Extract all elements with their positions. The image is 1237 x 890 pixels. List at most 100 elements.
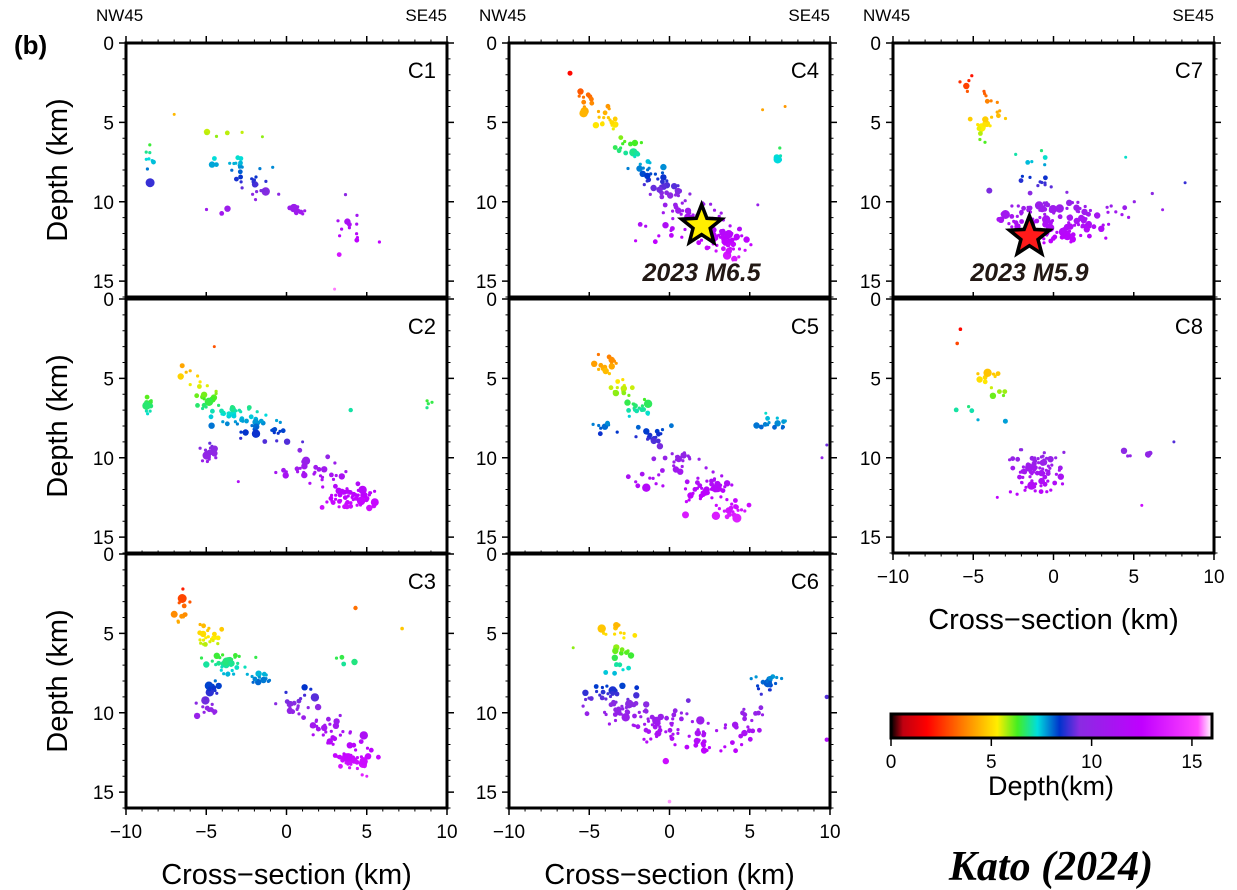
hypocenter-point xyxy=(1046,479,1050,483)
y-tick-label: 10 xyxy=(476,449,497,470)
hypocenter-point xyxy=(624,709,630,714)
hypocenter-point xyxy=(1002,418,1008,424)
hypocenter-point xyxy=(608,363,615,370)
hypocenter-point xyxy=(683,227,687,232)
hypocenter-point xyxy=(984,94,988,98)
hypocenter-point xyxy=(723,726,727,730)
hypocenter-point xyxy=(634,480,638,484)
hypocenter-point xyxy=(681,209,685,213)
hypocenter-point xyxy=(621,713,630,722)
hypocenter-point xyxy=(825,443,829,447)
hypocenter-point xyxy=(606,692,610,696)
hypocenter-point xyxy=(955,341,959,346)
plot-area xyxy=(893,299,1214,553)
hypocenter-point xyxy=(311,733,315,737)
hypocenter-point xyxy=(970,74,974,78)
hypocenter-point xyxy=(626,166,630,171)
hypocenter-point xyxy=(1043,163,1047,167)
hypocenter-point xyxy=(338,473,345,480)
hypocenter-point xyxy=(241,419,245,423)
hypocenter-point xyxy=(701,732,706,738)
hypocenter-point xyxy=(235,422,239,426)
hypocenter-point xyxy=(1038,466,1042,470)
hypocenter-point xyxy=(253,198,258,202)
hypocenter-point xyxy=(370,498,379,507)
hypocenter-point xyxy=(621,142,625,146)
hypocenter-point xyxy=(425,399,429,403)
hypocenter-point xyxy=(363,733,367,737)
hypocenter-point xyxy=(206,635,210,639)
hypocenter-point xyxy=(603,710,607,715)
hypocenter-point xyxy=(778,154,783,158)
hypocenter-point xyxy=(634,239,638,243)
hypocenter-point xyxy=(634,685,640,691)
hypocenter-point xyxy=(730,483,734,487)
hypocenter-point xyxy=(613,632,617,636)
hypocenter-point xyxy=(238,160,243,166)
x-axis-label: Cross−section (km) xyxy=(161,859,412,890)
hypocenter-point xyxy=(1161,208,1165,212)
hypocenter-point xyxy=(367,493,371,497)
hypocenter-point xyxy=(377,240,381,244)
hypocenter-point xyxy=(200,391,208,398)
hypocenter-point xyxy=(967,405,971,409)
hypocenter-point xyxy=(680,454,684,458)
hypocenter-point xyxy=(723,723,728,727)
hypocenter-point xyxy=(990,115,994,119)
hypocenter-point xyxy=(228,161,232,165)
axis-ticks xyxy=(886,292,1221,560)
hypocenter-point xyxy=(306,706,310,710)
hypocenter-point xyxy=(1043,203,1047,207)
hypocenter-point xyxy=(719,495,723,499)
hypocenter-point xyxy=(600,689,606,695)
y-tick-label: 15 xyxy=(93,783,114,804)
hypocenter-point xyxy=(733,504,738,509)
hypocenter-point xyxy=(1038,215,1042,220)
hypocenter-point xyxy=(1030,160,1034,164)
hypocenter-point xyxy=(275,418,279,423)
hypocenter-point xyxy=(314,703,322,711)
y-tick-label: 0 xyxy=(486,290,497,311)
hypocenter-point xyxy=(1080,225,1084,229)
hypocenter-point xyxy=(1036,457,1040,461)
hypocenter-point xyxy=(685,712,689,716)
x-tick-label: −5 xyxy=(195,822,217,843)
hypocenter-point xyxy=(208,414,214,420)
hypocenter-point xyxy=(989,99,993,103)
hypocenter-point xyxy=(672,464,676,468)
hypocenter-point xyxy=(624,399,631,406)
x-tick-label: −10 xyxy=(110,822,142,843)
hypocenter-point xyxy=(605,103,611,109)
hypocenter-point xyxy=(633,403,638,409)
hypocenter-point xyxy=(342,752,346,756)
hypocenter-point xyxy=(593,684,599,689)
y-tick-label: 0 xyxy=(103,34,114,55)
hypocenter-point xyxy=(598,693,602,697)
hypocenter-point xyxy=(740,234,744,238)
hypocenter-point xyxy=(297,712,301,716)
hypocenter-point xyxy=(691,213,695,217)
y-tick-label: 5 xyxy=(870,113,881,134)
hypocenter-point xyxy=(1065,190,1069,194)
hypocenter-point xyxy=(333,483,338,489)
hypocenter-point xyxy=(995,495,999,499)
hypocenter-point xyxy=(239,410,243,414)
hypocenter-point xyxy=(721,246,726,252)
hypocenter-point xyxy=(717,214,721,218)
hypocenter-point xyxy=(1015,214,1019,218)
hypocenter-point xyxy=(264,413,268,417)
hypocenter-point xyxy=(355,481,361,487)
hypocenter-point xyxy=(982,379,988,385)
hypocenter-point xyxy=(723,480,731,487)
hypocenter-point xyxy=(274,470,278,475)
hypocenter-point xyxy=(1076,219,1080,223)
hypocenter-point xyxy=(315,724,319,729)
hypocenter-point xyxy=(221,653,225,657)
panel-c6: 0 5 10 15 C6 −10 −5 0 5 10 Cross−section (km) xyxy=(476,545,841,890)
hypocenter-point xyxy=(650,437,657,445)
hypocenter-point xyxy=(220,412,224,416)
hypocenter-point xyxy=(642,397,647,402)
y-tick-label: 0 xyxy=(870,34,881,55)
hypocenter-point xyxy=(665,179,669,183)
